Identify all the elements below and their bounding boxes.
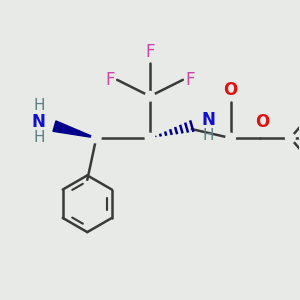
Text: H: H [33, 130, 45, 145]
Text: O: O [255, 112, 269, 130]
Text: N: N [201, 110, 215, 128]
Text: O: O [224, 81, 238, 99]
Text: H: H [33, 98, 45, 113]
Text: H: H [202, 128, 214, 143]
Circle shape [92, 133, 101, 143]
Polygon shape [53, 121, 96, 138]
Circle shape [226, 133, 236, 143]
Circle shape [145, 133, 155, 143]
Text: F: F [145, 43, 155, 61]
Circle shape [145, 92, 155, 101]
Text: F: F [185, 71, 195, 89]
Text: F: F [105, 71, 115, 89]
Circle shape [286, 133, 295, 143]
Text: N: N [32, 112, 46, 130]
